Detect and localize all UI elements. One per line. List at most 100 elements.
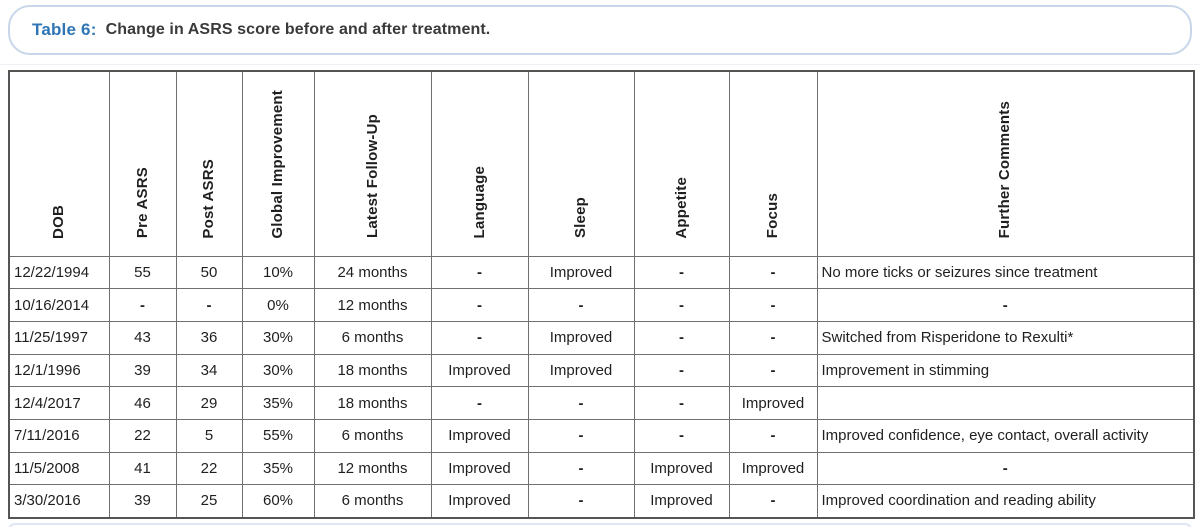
- cell-focus: -: [728, 353, 818, 388]
- table-row: 10/16/2014- -0% 12 months - - - - -: [8, 288, 1195, 322]
- cell-focus: Improved: [728, 451, 818, 486]
- cell-appetite: -: [633, 353, 730, 388]
- table-row: 12/4/2017 46 29 35% 18 months - - - Improved: [8, 386, 1195, 420]
- cell-focus: -: [728, 320, 818, 355]
- column-header-label: DOB: [50, 204, 68, 239]
- cell-global_improvement: 30%: [241, 353, 315, 388]
- cell-pre_asrs: 46: [108, 386, 177, 420]
- cell-post_asrs: 34: [175, 353, 243, 388]
- table-caption-text: Change in ASRS score before and after tr…: [105, 21, 491, 38]
- next-section-box-top: [8, 523, 1192, 527]
- table-row: 7/11/2016 22 5 55% 6 months Improved - - - Improv…: [8, 418, 1195, 453]
- cell-sleep: Improved: [527, 320, 635, 355]
- cell-post_asrs: -: [175, 288, 243, 322]
- cell-further_comments: Improved confidence, eye contact, overal…: [816, 418, 1195, 453]
- cell-appetite: Improved: [633, 484, 730, 518]
- cell-appetite: -: [633, 255, 730, 290]
- cell-post_asrs: 22: [175, 451, 243, 486]
- column-header-pre_asrs: Pre ASRS: [108, 70, 177, 257]
- results-table-head: DOB Pre ASRS Post ASRS Global Improvement La…: [8, 70, 1195, 257]
- cell-latest_follow_up: 18 months: [313, 353, 432, 388]
- cell-focus: -: [728, 255, 818, 290]
- results-table-body: 12/22/1994 55 50 10% 24 months - Improved - - No …: [8, 255, 1195, 518]
- cell-pre_asrs: -: [108, 288, 177, 322]
- cell-global_improvement: 60%: [241, 484, 315, 518]
- cell-pre_asrs: 55: [108, 255, 177, 290]
- cell-sleep: Improved: [527, 353, 635, 388]
- cell-pre_asrs: 41: [108, 451, 177, 486]
- cell-pre_asrs: 22: [108, 418, 177, 453]
- column-header-language: Language: [430, 70, 529, 257]
- cell-dob: 12/4/2017: [8, 386, 110, 420]
- cell-pre_asrs: 39: [108, 353, 177, 388]
- cell-focus: -: [728, 484, 818, 518]
- cell-global_improvement: 0%: [241, 288, 315, 322]
- cell-language: -: [430, 288, 529, 322]
- cell-language: Improved: [430, 484, 529, 518]
- cell-dob: 12/1/1996: [8, 353, 110, 388]
- cell-sleep: -: [527, 484, 635, 518]
- table-caption-box: Table 6: Change in ASRS score before and…: [8, 5, 1192, 55]
- cell-further_comments: Improved coordination and reading abilit…: [816, 484, 1195, 518]
- cell-sleep: -: [527, 288, 635, 322]
- cell-post_asrs: 5: [175, 418, 243, 453]
- cell-latest_follow_up: 12 months: [313, 288, 432, 322]
- cell-further_comments: Improvement in stimming: [816, 353, 1195, 388]
- cell-language: -: [430, 255, 529, 290]
- header-row: DOB Pre ASRS Post ASRS Global Improvement La…: [8, 70, 1195, 257]
- cell-latest_follow_up: 18 months: [313, 386, 432, 420]
- table-row: 11/25/1997 43 36 30% 6 months - Improved - - Swit…: [8, 320, 1195, 355]
- table-row: 3/30/2016 39 25 60% 6 months Improved - Improve…: [8, 484, 1195, 518]
- cell-appetite: -: [633, 386, 730, 420]
- cell-further_comments: -: [816, 288, 1195, 322]
- column-header-label: Appetite: [672, 176, 690, 239]
- column-header-label: Language: [470, 166, 488, 239]
- table-row: 12/1/1996 39 34 30% 18 months Improved Improve…: [8, 353, 1195, 388]
- column-header-label: Further Comments: [996, 101, 1014, 239]
- column-header-further_comments: Further Comments: [816, 70, 1195, 257]
- cell-dob: 10/16/2014: [8, 288, 110, 322]
- column-header-global_improvement: Global Improvement: [241, 70, 315, 257]
- cell-language: Improved: [430, 353, 529, 388]
- table-row: 12/22/1994 55 50 10% 24 months - Improved - - No …: [8, 255, 1195, 290]
- cell-post_asrs: 29: [175, 386, 243, 420]
- column-header-post_asrs: Post ASRS: [175, 70, 243, 257]
- cell-pre_asrs: 43: [108, 320, 177, 355]
- cell-focus: Improved: [728, 386, 818, 420]
- cell-global_improvement: 35%: [241, 451, 315, 486]
- cell-post_asrs: 25: [175, 484, 243, 518]
- cell-further_comments: Switched from Risperidone to Rexulti*: [816, 320, 1195, 355]
- cell-dob: 3/30/2016: [8, 484, 110, 518]
- column-header-appetite: Appetite: [633, 70, 730, 257]
- section-divider: [0, 64, 1200, 65]
- column-header-dob: DOB: [8, 70, 110, 257]
- cell-latest_follow_up: 6 months: [313, 484, 432, 518]
- column-header-label: Sleep: [572, 197, 590, 239]
- column-header-focus: Focus: [728, 70, 818, 257]
- cell-latest_follow_up: 12 months: [313, 451, 432, 486]
- cell-language: Improved: [430, 451, 529, 486]
- column-header-latest_follow_up: Latest Follow-Up: [313, 70, 432, 257]
- cell-further_comments: -: [816, 451, 1195, 486]
- cell-appetite: -: [633, 418, 730, 453]
- column-header-label: Pre ASRS: [133, 167, 151, 239]
- column-header-label: Focus: [764, 193, 782, 239]
- column-header-label: Post ASRS: [200, 158, 218, 239]
- table-caption-label: Table 6:: [32, 20, 97, 39]
- cell-global_improvement: 55%: [241, 418, 315, 453]
- cell-global_improvement: 30%: [241, 320, 315, 355]
- cell-sleep: -: [527, 418, 635, 453]
- cell-dob: 11/25/1997: [8, 320, 110, 355]
- cell-focus: -: [728, 288, 818, 322]
- cell-global_improvement: 35%: [241, 386, 315, 420]
- column-header-sleep: Sleep: [527, 70, 635, 257]
- cell-sleep: -: [527, 451, 635, 486]
- column-header-label: Global Improvement: [269, 89, 287, 239]
- cell-pre_asrs: 39: [108, 484, 177, 518]
- cell-dob: 11/5/2008: [8, 451, 110, 486]
- results-table: DOB Pre ASRS Post ASRS Global Improvement La…: [8, 70, 1195, 519]
- cell-latest_follow_up: 6 months: [313, 418, 432, 453]
- cell-global_improvement: 10%: [241, 255, 315, 290]
- cell-language: -: [430, 386, 529, 420]
